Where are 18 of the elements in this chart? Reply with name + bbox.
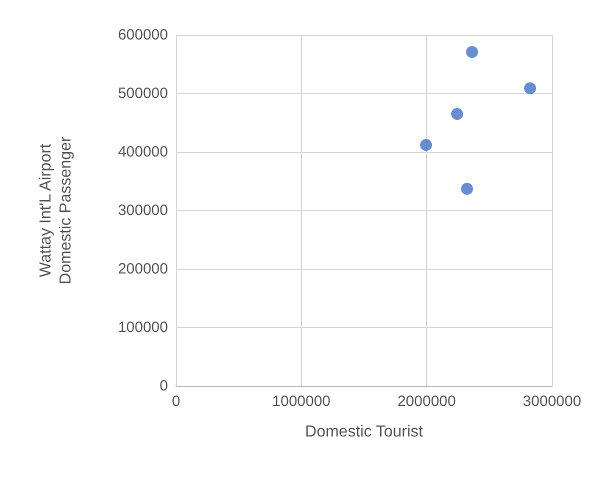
x-tick-label: 2000000 [397, 393, 456, 410]
x-tick-label: 3000000 [522, 393, 582, 410]
y-tick-label: 600000 [118, 26, 168, 44]
point [461, 182, 474, 195]
x-axis-title: Domestic Tourist [305, 424, 424, 440]
x-tick-label: 1000000 [272, 393, 331, 410]
y-tick-label: 0 [160, 378, 168, 394]
point [451, 108, 464, 120]
y-tick-label: 300000 [118, 202, 168, 219]
x-tick-label: 0 [172, 393, 180, 410]
point [524, 82, 536, 94]
y-tick-label: 400000 [118, 144, 168, 160]
point [466, 46, 478, 58]
y-tick-label: 200000 [118, 260, 168, 278]
y-tick-label: 500000 [118, 85, 168, 102]
y-axis-title: Wattay Int'L Airport Domestic Passenger [38, 136, 74, 284]
y-tick-label: 100000 [118, 319, 168, 336]
point [420, 138, 432, 151]
